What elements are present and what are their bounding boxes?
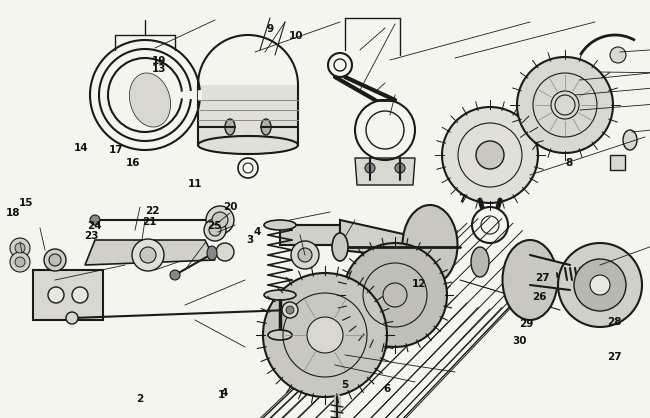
Circle shape	[72, 287, 88, 303]
Ellipse shape	[216, 243, 234, 261]
Ellipse shape	[207, 246, 217, 260]
Circle shape	[90, 215, 100, 225]
Circle shape	[395, 163, 405, 173]
Circle shape	[442, 107, 538, 203]
Circle shape	[15, 257, 25, 267]
Circle shape	[10, 238, 30, 258]
Text: 3: 3	[246, 235, 254, 245]
Text: 23: 23	[84, 231, 98, 241]
Circle shape	[476, 141, 504, 169]
Text: 5: 5	[341, 380, 348, 390]
Text: 27: 27	[607, 352, 621, 362]
Text: 4: 4	[253, 227, 261, 237]
Text: 25: 25	[207, 221, 222, 231]
Ellipse shape	[212, 212, 228, 228]
Text: 20: 20	[224, 202, 238, 212]
Ellipse shape	[204, 219, 226, 241]
Text: 8: 8	[565, 158, 573, 168]
Circle shape	[286, 306, 294, 314]
Ellipse shape	[502, 240, 558, 320]
Ellipse shape	[623, 130, 637, 150]
Text: 7: 7	[458, 194, 465, 204]
Ellipse shape	[44, 249, 66, 271]
Polygon shape	[33, 270, 103, 320]
Text: 9: 9	[266, 24, 273, 34]
Circle shape	[365, 163, 375, 173]
Text: 6: 6	[383, 384, 391, 394]
Ellipse shape	[206, 206, 234, 234]
Circle shape	[343, 243, 447, 347]
Ellipse shape	[198, 136, 298, 154]
Text: 17: 17	[109, 145, 123, 155]
Circle shape	[66, 312, 78, 324]
Text: 13: 13	[152, 64, 166, 74]
Text: 22: 22	[146, 206, 160, 216]
Text: 11: 11	[188, 179, 202, 189]
Text: 21: 21	[142, 217, 157, 227]
Text: 30: 30	[513, 336, 527, 346]
Text: 29: 29	[519, 319, 534, 329]
Text: 12: 12	[412, 279, 426, 289]
Ellipse shape	[209, 224, 221, 236]
Ellipse shape	[298, 248, 312, 262]
Text: 14: 14	[74, 143, 88, 153]
Circle shape	[610, 47, 626, 63]
Circle shape	[170, 270, 180, 280]
Text: 28: 28	[607, 317, 621, 327]
Circle shape	[307, 317, 343, 353]
Ellipse shape	[402, 205, 458, 285]
Ellipse shape	[49, 254, 61, 266]
Circle shape	[140, 247, 156, 263]
Ellipse shape	[291, 241, 319, 269]
Text: 19: 19	[152, 56, 166, 66]
Text: 16: 16	[126, 158, 140, 168]
Polygon shape	[610, 155, 625, 170]
Circle shape	[48, 287, 64, 303]
Polygon shape	[340, 220, 430, 260]
Ellipse shape	[129, 73, 170, 127]
Text: 1: 1	[217, 390, 225, 400]
Polygon shape	[355, 158, 415, 185]
Text: 24: 24	[87, 221, 101, 231]
Ellipse shape	[332, 233, 348, 261]
Circle shape	[263, 273, 387, 397]
Circle shape	[558, 243, 642, 327]
Polygon shape	[280, 225, 340, 245]
Ellipse shape	[225, 119, 235, 135]
Ellipse shape	[261, 119, 271, 135]
Text: 2: 2	[136, 394, 144, 404]
Text: 15: 15	[19, 198, 33, 208]
Circle shape	[15, 243, 25, 253]
Ellipse shape	[264, 220, 296, 230]
Polygon shape	[85, 240, 215, 265]
Circle shape	[10, 252, 30, 272]
Circle shape	[517, 57, 613, 153]
Circle shape	[132, 239, 164, 271]
Circle shape	[282, 302, 298, 318]
Text: 4: 4	[220, 388, 228, 398]
Ellipse shape	[264, 290, 296, 300]
Circle shape	[574, 259, 626, 311]
Circle shape	[590, 275, 610, 295]
Text: 18: 18	[6, 208, 20, 218]
Text: 10: 10	[289, 31, 303, 41]
Text: 26: 26	[532, 292, 547, 302]
FancyBboxPatch shape	[198, 85, 298, 145]
Ellipse shape	[268, 330, 292, 340]
Text: 27: 27	[536, 273, 550, 283]
Ellipse shape	[471, 247, 489, 277]
